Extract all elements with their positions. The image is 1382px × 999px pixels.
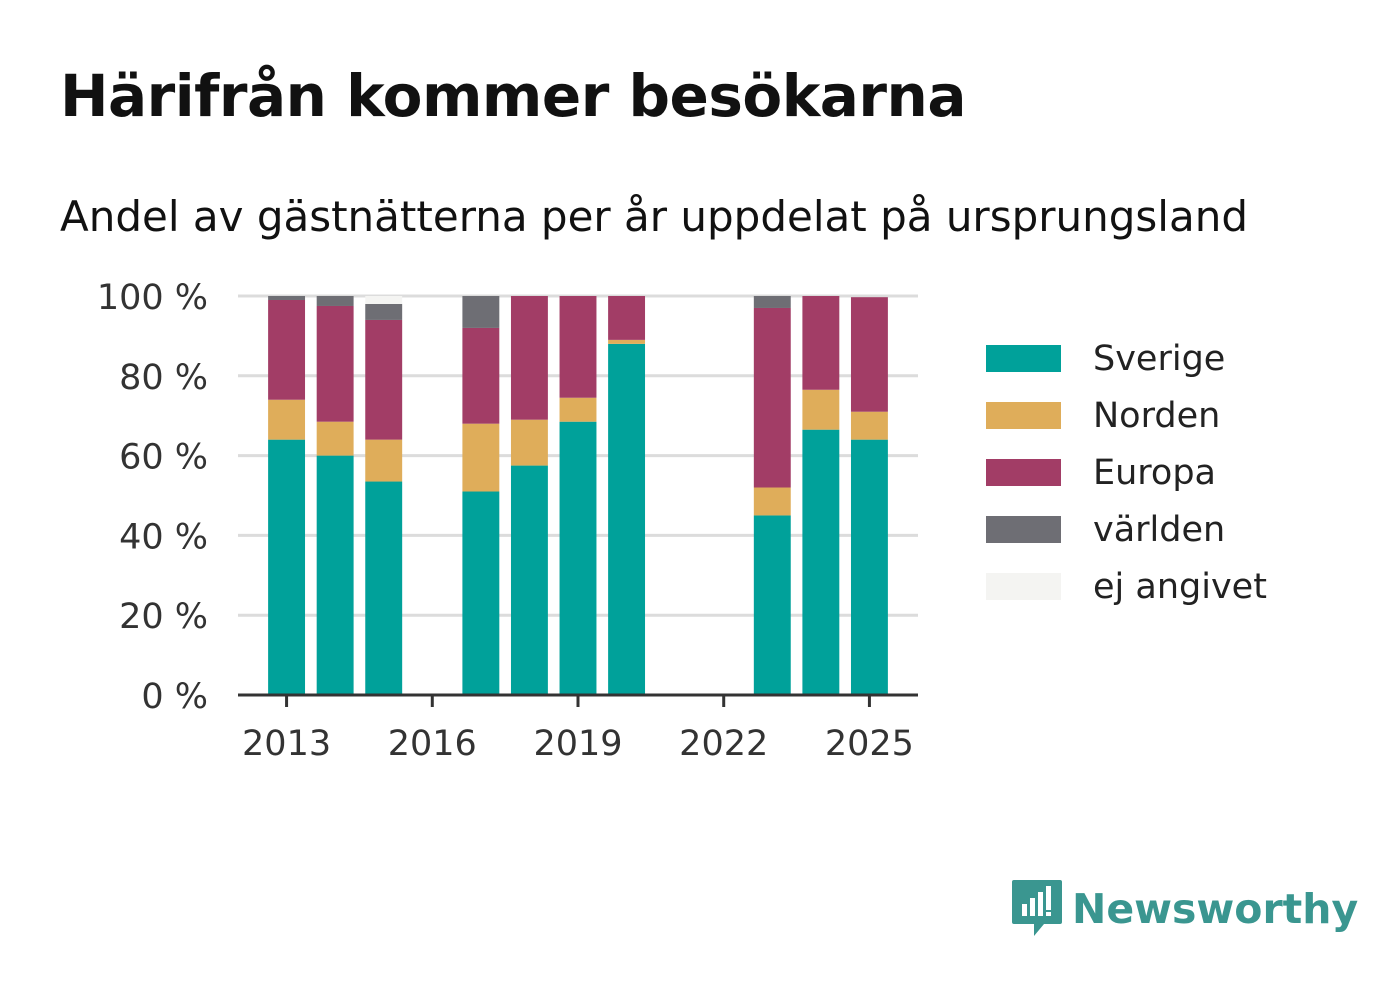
legend-item-sverige: Sverige — [986, 330, 1267, 387]
newsworthy-logo: Newsworthy — [1010, 878, 1358, 940]
chart-subtitle: Andel av gästnätterna per år uppdelat på… — [60, 192, 1248, 241]
x-tick-label: 2016 — [388, 724, 477, 764]
axes: 0 % 20 % 40 % 60 % 80 % 100 % 2013 2016 2019 2022… — [97, 278, 918, 764]
bar-segment — [608, 339, 646, 344]
bar-segment — [316, 305, 354, 422]
legend-label: världen — [1093, 509, 1226, 550]
legend-swatch — [986, 573, 1061, 600]
bar-segment — [316, 421, 354, 456]
x-tick-label: 2013 — [242, 724, 331, 764]
bar-segment — [753, 515, 791, 695]
legend-label: Norden — [1093, 395, 1221, 436]
x-tick-label: 2022 — [679, 724, 768, 764]
x-tick-label: 2019 — [533, 724, 622, 764]
bar-segment — [850, 411, 888, 440]
legend-swatch — [986, 402, 1061, 429]
legend-label: Europa — [1093, 452, 1216, 493]
bars — [268, 296, 888, 695]
bar-segment — [510, 419, 548, 466]
brand-name: Newsworthy — [1072, 885, 1359, 933]
legend-label: ej angivet — [1093, 566, 1267, 607]
bar-segment — [559, 296, 597, 398]
bar-segment — [802, 296, 840, 390]
bar-segment — [268, 296, 306, 300]
y-tick-label: 40 % — [119, 517, 208, 557]
bar-segment — [802, 429, 840, 695]
bar-segment — [365, 439, 403, 482]
bar-segment — [268, 299, 306, 400]
bar-chart-speech-bubble-icon — [1012, 880, 1062, 936]
bar-segment — [462, 491, 500, 695]
bar-segment — [462, 423, 500, 492]
legend-item-varlden: världen — [986, 501, 1267, 558]
y-tick-label: 100 % — [97, 278, 208, 318]
y-tick-label: 80 % — [119, 358, 208, 398]
legend: Sverige Norden Europa världen ej angivet — [986, 330, 1267, 615]
y-tick-label: 60 % — [119, 438, 208, 478]
bar-segment — [365, 319, 403, 440]
x-tick-label: 2025 — [825, 724, 914, 764]
bar-segment — [316, 455, 354, 695]
bar-segment — [365, 303, 403, 320]
bar-segment — [753, 487, 791, 516]
chart-title: Härifrån kommer besökarna — [60, 62, 966, 130]
bar-segment — [268, 399, 306, 440]
bar-segment — [365, 296, 403, 304]
legend-label: Sverige — [1093, 338, 1226, 379]
y-tick-label: 20 % — [119, 597, 208, 637]
legend-swatch — [986, 345, 1061, 372]
bar-segment — [753, 296, 791, 308]
bar-segment — [316, 296, 354, 306]
bar-segment — [802, 389, 840, 430]
legend-swatch — [986, 516, 1061, 543]
bar-segment — [559, 421, 597, 695]
legend-item-europa: Europa — [986, 444, 1267, 501]
bar-segment — [462, 327, 500, 424]
bar-segment — [608, 296, 646, 340]
legend-item-ej-angivet: ej angivet — [986, 558, 1267, 615]
bar-segment — [608, 343, 646, 695]
bar-segment — [365, 481, 403, 695]
bar-segment — [462, 296, 500, 328]
legend-item-norden: Norden — [986, 387, 1267, 444]
bar-segment — [753, 307, 791, 488]
bar-segment — [268, 439, 306, 695]
legend-swatch — [986, 459, 1061, 486]
bar-segment — [559, 397, 597, 422]
bar-segment — [510, 465, 548, 695]
bar-segment — [850, 297, 888, 412]
bar-segment — [510, 296, 548, 420]
bar-segment — [850, 439, 888, 695]
y-tick-label: 0 % — [141, 677, 208, 717]
